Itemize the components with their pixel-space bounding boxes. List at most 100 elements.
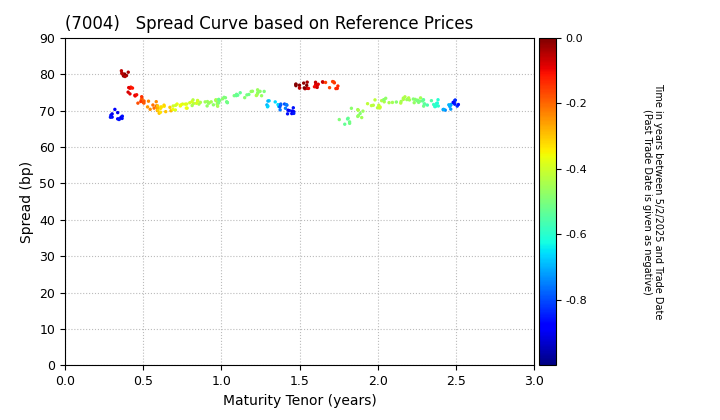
Point: [156, 104, 167, 110]
Point: [288, 108, 300, 115]
Point: [145, 106, 156, 113]
Point: [220, 94, 231, 101]
Point: [116, 70, 127, 76]
Point: [399, 93, 410, 100]
Point: [239, 94, 251, 101]
Text: (7004)   Spread Curve based on Reference Prices: (7004) Spread Curve based on Reference P…: [65, 16, 473, 34]
Point: [167, 106, 179, 113]
Point: [302, 79, 313, 86]
Point: [158, 103, 170, 110]
Point: [132, 100, 144, 107]
Point: [397, 95, 409, 102]
Point: [148, 105, 160, 111]
Point: [353, 112, 364, 119]
Point: [118, 73, 130, 79]
Point: [449, 100, 460, 106]
Point: [330, 85, 342, 92]
Point: [156, 104, 167, 111]
Point: [117, 115, 128, 122]
Point: [207, 102, 219, 108]
Point: [138, 99, 149, 106]
Point: [127, 85, 138, 92]
Point: [404, 97, 415, 103]
X-axis label: Maturity Tenor (years): Maturity Tenor (years): [222, 394, 377, 408]
Point: [166, 108, 177, 114]
Point: [243, 91, 255, 98]
Point: [418, 101, 430, 108]
Point: [186, 102, 198, 109]
Point: [286, 110, 297, 117]
Point: [310, 83, 322, 90]
Point: [328, 79, 340, 85]
Point: [339, 121, 351, 128]
Point: [122, 89, 134, 95]
Point: [181, 105, 193, 111]
Point: [138, 100, 150, 106]
Point: [403, 94, 415, 101]
Point: [449, 101, 461, 108]
Point: [204, 100, 215, 106]
Point: [205, 98, 217, 105]
Point: [397, 96, 409, 103]
Point: [107, 110, 118, 117]
Point: [212, 103, 223, 110]
Point: [230, 92, 242, 99]
Point: [412, 97, 423, 104]
Point: [447, 99, 459, 106]
Point: [213, 96, 225, 103]
Point: [109, 106, 121, 113]
Point: [264, 97, 275, 104]
Point: [194, 99, 206, 106]
Point: [251, 92, 263, 98]
Point: [143, 98, 154, 105]
Point: [187, 97, 199, 103]
Point: [113, 116, 125, 123]
Point: [150, 102, 162, 109]
Point: [445, 106, 456, 113]
Point: [275, 101, 287, 108]
Point: [125, 85, 136, 92]
Point: [135, 98, 147, 105]
Point: [417, 98, 428, 105]
Point: [258, 88, 270, 95]
Point: [152, 107, 163, 113]
Point: [390, 99, 402, 105]
Point: [160, 108, 171, 115]
Point: [115, 114, 127, 121]
Point: [212, 99, 223, 106]
Point: [410, 96, 421, 103]
Point: [171, 101, 183, 108]
Point: [372, 105, 383, 111]
Point: [328, 79, 340, 86]
Point: [254, 88, 266, 95]
Point: [130, 93, 141, 100]
Point: [252, 89, 264, 96]
Point: [120, 73, 131, 80]
Point: [151, 102, 163, 109]
Point: [124, 91, 135, 97]
Point: [213, 100, 225, 106]
Point: [147, 102, 158, 108]
Point: [419, 101, 431, 108]
Point: [317, 79, 328, 86]
Point: [247, 88, 258, 94]
Point: [352, 113, 364, 120]
Point: [378, 97, 390, 103]
Point: [310, 81, 321, 88]
Point: [191, 100, 202, 107]
Point: [152, 107, 163, 114]
Point: [174, 102, 186, 109]
Point: [153, 110, 165, 117]
Point: [188, 100, 199, 107]
Point: [125, 84, 137, 90]
Point: [422, 102, 433, 108]
Point: [192, 97, 203, 104]
Point: [214, 97, 225, 104]
Point: [342, 116, 354, 122]
Point: [437, 106, 449, 113]
Point: [275, 102, 287, 108]
Point: [331, 85, 343, 92]
Point: [380, 95, 392, 102]
Point: [251, 92, 262, 99]
Point: [213, 96, 225, 103]
